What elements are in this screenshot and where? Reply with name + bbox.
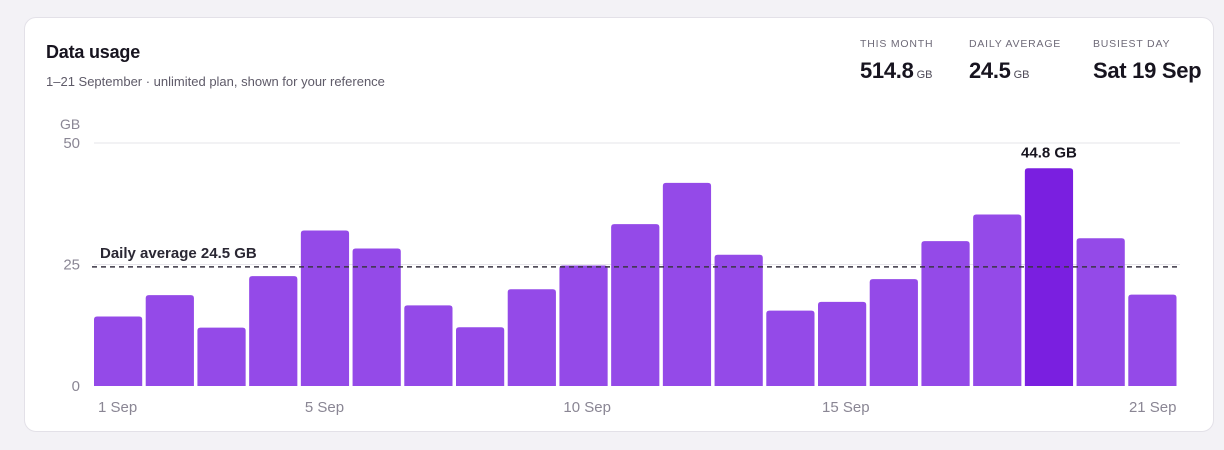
bar-1-sep <box>94 316 143 386</box>
bar-20-sep <box>1076 238 1125 386</box>
x-tick-label-15-sep: 15 Sep <box>822 399 870 416</box>
daily-average-label: Daily average 24.5 GB <box>100 245 257 262</box>
bar-3-sep <box>197 327 246 386</box>
bar-17-sep <box>921 241 970 386</box>
stat-daily-average-number: 24.5 <box>969 58 1011 83</box>
stat-this-month-number: 514.8 <box>860 58 914 83</box>
stat-daily-average-unit: GB <box>1013 69 1030 81</box>
y-tick-label-0: 0 <box>72 378 80 395</box>
bar-7-sep <box>404 305 453 386</box>
stat-this-month-unit: GB <box>916 69 933 81</box>
bar-16-sep <box>869 279 918 386</box>
stat-daily-average-value: 24.5 GB <box>969 58 1061 84</box>
stat-busiest-day: BUSIEST DAY Sat 19 Sep <box>1093 38 1202 84</box>
y-axis-unit-label: GB <box>60 116 80 132</box>
bar-4-sep <box>249 276 298 386</box>
card-subtitle: 1–21 September · unlimited plan, shown f… <box>46 74 385 89</box>
stat-daily-average: DAILY AVERAGE 24.5 GB <box>969 38 1061 84</box>
bar-18-sep <box>973 214 1022 386</box>
bar-15-sep <box>818 301 867 386</box>
bar-8-sep <box>456 327 505 386</box>
x-tick-label-5-sep: 5 Sep <box>305 399 344 416</box>
bar-9-sep <box>507 289 556 386</box>
stat-daily-average-label: DAILY AVERAGE <box>969 38 1062 50</box>
bar-6-sep <box>352 248 401 386</box>
y-tick-label-25: 25 <box>63 257 80 274</box>
stat-this-month-label: THIS MONTH <box>860 38 934 50</box>
x-tick-label-1-sep: 1 Sep <box>98 399 137 416</box>
bar-13-sep <box>714 254 763 386</box>
bar-11-sep <box>611 224 660 386</box>
stat-busiest-day-value: Sat 19 Sep <box>1093 58 1202 83</box>
bar-21-sep <box>1128 294 1177 386</box>
bar-2-sep <box>145 295 194 386</box>
bar-10-sep <box>559 265 608 386</box>
peak-value-label: 44.8 GB <box>1021 144 1077 161</box>
y-tick-label-50: 50 <box>63 135 80 152</box>
stat-this-month: THIS MONTH 514.8 GB <box>860 38 933 84</box>
bar-5-sep <box>300 230 350 386</box>
bar-12-sep <box>662 182 712 386</box>
stat-this-month-value: 514.8 GB <box>860 58 933 84</box>
x-tick-label-21-sep: 21 Sep <box>1129 399 1177 416</box>
x-tick-label-10-sep: 10 Sep <box>563 399 611 416</box>
card-title: Data usage <box>46 42 141 62</box>
bar-19-sep <box>1024 168 1074 386</box>
stat-busiest-day-label: BUSIEST DAY <box>1093 38 1171 50</box>
bar-14-sep <box>766 310 815 386</box>
